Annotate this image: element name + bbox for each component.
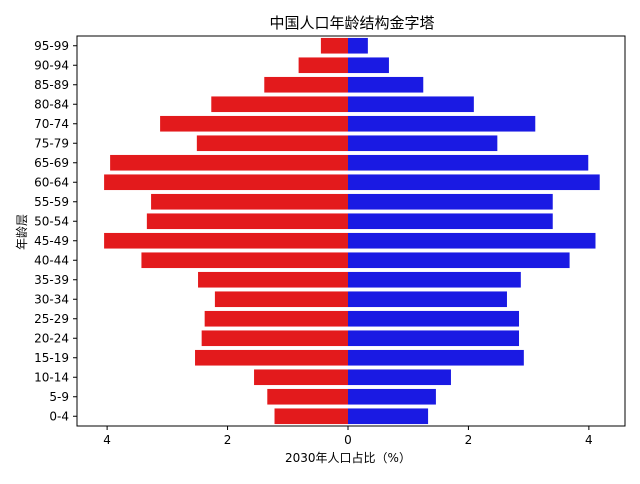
left-bar-20-24 <box>201 330 348 347</box>
right-bar-90-94 <box>347 57 389 74</box>
left-bar-30-34 <box>214 291 348 308</box>
right-bar-60-64 <box>347 174 600 191</box>
left-bar-5-9 <box>267 388 348 405</box>
y-tick-label: 40-44 <box>34 253 69 267</box>
right-bar-5-9 <box>347 388 436 405</box>
right-bar-0-4 <box>347 408 429 425</box>
left-bar-80-84 <box>211 96 348 113</box>
left-bar-35-39 <box>198 271 348 288</box>
x-tick-label: 0 <box>344 433 352 447</box>
y-tick-label: 10-14 <box>34 370 69 384</box>
right-bar-80-84 <box>347 96 474 113</box>
right-bar-25-29 <box>347 310 520 327</box>
x-tick-label: 2 <box>465 433 473 447</box>
bars-layer <box>104 37 600 425</box>
left-bar-45-49 <box>104 232 348 249</box>
y-axis-label: 年龄层 <box>15 214 29 250</box>
right-bar-95-99 <box>347 37 368 54</box>
left-bar-85-89 <box>264 76 348 93</box>
y-tick-label: 55-59 <box>34 195 69 209</box>
y-tick-label: 90-94 <box>34 58 69 72</box>
left-bar-0-4 <box>274 408 348 425</box>
left-bar-90-94 <box>298 57 348 74</box>
right-bar-45-49 <box>347 232 596 249</box>
left-bar-95-99 <box>320 37 348 54</box>
right-bar-75-79 <box>347 135 498 152</box>
left-bar-10-14 <box>254 369 348 386</box>
y-tick-label: 45-49 <box>34 234 69 248</box>
y-tick-label: 95-99 <box>34 39 69 53</box>
left-bar-40-44 <box>141 252 348 269</box>
left-bar-25-29 <box>204 310 348 327</box>
x-axis: 4 2 0 2 4 <box>103 426 593 447</box>
y-tick-label: 65-69 <box>34 156 69 170</box>
y-tick-label: 30-34 <box>34 292 69 306</box>
left-bar-75-79 <box>196 135 348 152</box>
chart-title: 中国人口年龄结构金字塔 <box>269 14 434 32</box>
right-bar-10-14 <box>347 369 451 386</box>
x-tick-label: 4 <box>585 433 593 447</box>
y-tick-label: 0-4 <box>49 409 69 423</box>
right-bar-65-69 <box>347 154 589 171</box>
y-tick-label: 25-29 <box>34 312 69 326</box>
y-tick-label: 85-89 <box>34 78 69 92</box>
left-bar-65-69 <box>110 154 348 171</box>
x-tick-label: 2 <box>224 433 232 447</box>
right-bar-70-74 <box>347 115 536 132</box>
left-bar-70-74 <box>160 115 348 132</box>
y-tick-label: 5-9 <box>49 390 69 404</box>
right-bar-30-34 <box>347 291 507 308</box>
y-tick-label: 70-74 <box>34 117 69 131</box>
y-tick-label: 50-54 <box>34 214 69 228</box>
right-bar-50-54 <box>347 213 553 230</box>
left-bar-15-19 <box>195 349 348 366</box>
x-tick-label: 4 <box>103 433 111 447</box>
y-tick-label: 75-79 <box>34 136 69 150</box>
y-axis: 0-4 5-9 10-14 15-19 20-24 25-29 30-34 35-39 40-4… <box>34 39 77 423</box>
y-tick-label: 15-19 <box>34 351 69 365</box>
y-tick-label: 20-24 <box>34 331 69 345</box>
left-bar-50-54 <box>146 213 348 230</box>
x-axis-label: 2030年人口占比（%） <box>285 450 411 465</box>
left-bar-55-59 <box>151 193 348 210</box>
y-tick-label: 35-39 <box>34 273 69 287</box>
right-bar-35-39 <box>347 271 521 288</box>
plot-frame <box>76 35 626 427</box>
right-bar-20-24 <box>347 330 520 347</box>
left-bar-60-64 <box>104 174 348 191</box>
right-bar-40-44 <box>347 252 570 269</box>
y-tick-label: 60-64 <box>34 175 69 189</box>
y-tick-label: 80-84 <box>34 97 69 111</box>
right-bar-55-59 <box>347 193 553 210</box>
right-bar-15-19 <box>347 349 524 366</box>
right-bar-85-89 <box>347 76 424 93</box>
